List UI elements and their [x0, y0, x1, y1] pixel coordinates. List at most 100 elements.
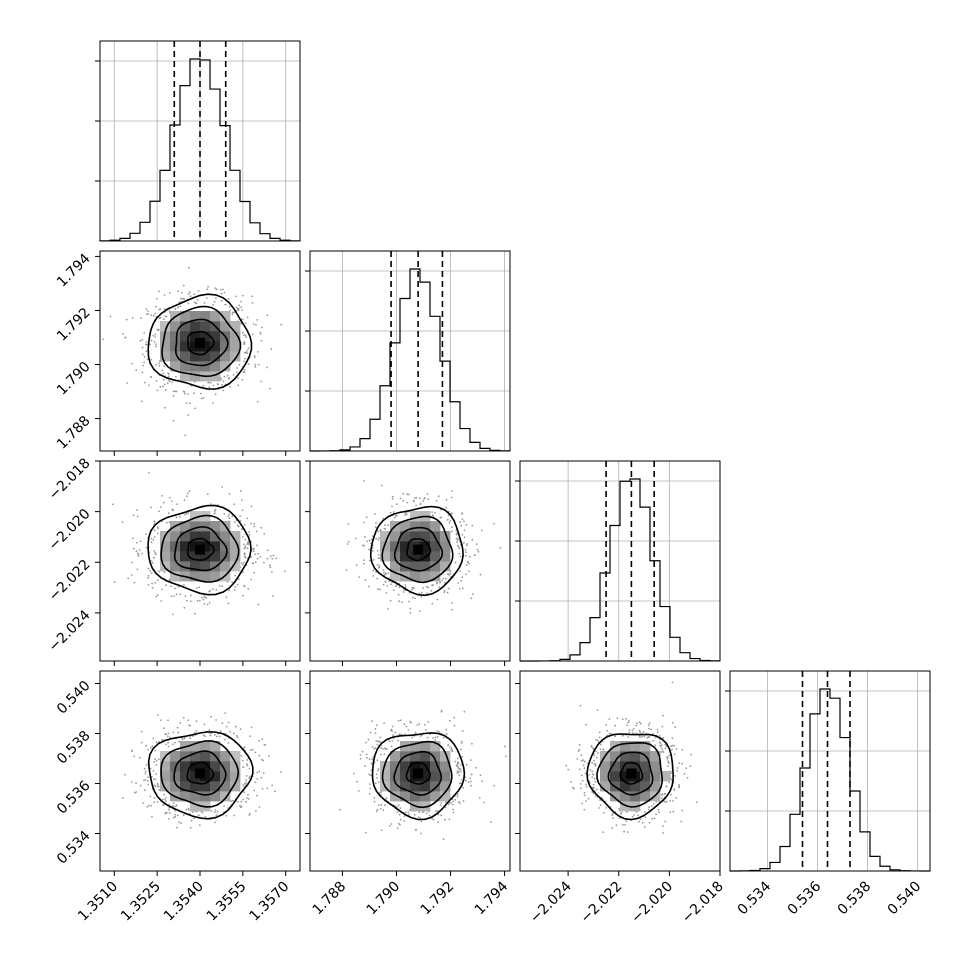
scatter-point	[209, 734, 212, 737]
scatter-point	[377, 530, 380, 533]
scatter-point	[613, 735, 616, 737]
scatter-point	[140, 730, 143, 733]
scatter-point	[370, 538, 373, 541]
scatter-point	[189, 295, 192, 298]
scatter-point	[436, 735, 439, 738]
density-cell	[630, 791, 641, 802]
scatter-point	[184, 595, 187, 598]
scatter-point	[235, 295, 238, 298]
scatter-point	[150, 560, 153, 562]
scatter-point	[463, 520, 465, 523]
scatter-point	[145, 533, 147, 535]
scatter-point	[376, 724, 378, 727]
scatter-point	[667, 760, 669, 762]
scatter-point	[393, 516, 396, 519]
scatter-point	[481, 780, 484, 783]
scatter-point	[461, 742, 463, 744]
scatter-point	[662, 714, 664, 717]
density-cell	[190, 511, 201, 522]
scatter-point	[157, 714, 159, 716]
scatter-point	[214, 393, 217, 396]
scatter-point	[469, 759, 472, 761]
scatter-point	[231, 313, 234, 316]
scatter-point	[147, 310, 150, 312]
scatter-point	[653, 803, 655, 805]
scatter-point	[170, 585, 172, 587]
scatter-point	[661, 748, 663, 751]
scatter-point	[425, 585, 428, 588]
scatter-point	[209, 732, 211, 735]
scatter-point	[256, 778, 259, 780]
density-cell	[440, 531, 451, 542]
scatter-point	[225, 725, 228, 728]
scatter-point	[242, 798, 245, 801]
density-cell	[380, 551, 391, 562]
scatter-point	[113, 581, 116, 583]
scatter-point	[415, 496, 418, 499]
contour-line	[186, 761, 215, 785]
scatter-point	[245, 800, 248, 803]
scatter-point	[426, 493, 429, 495]
scatter-point	[263, 561, 265, 564]
scatter-point	[161, 495, 163, 497]
scatter-point	[377, 539, 380, 541]
scatter-point	[145, 308, 148, 311]
scatter-point	[275, 557, 278, 560]
scatter-point	[470, 773, 473, 776]
density-cell	[640, 771, 651, 782]
scatter-point	[408, 813, 410, 816]
scatter-point	[435, 500, 438, 502]
scatter-point	[246, 517, 249, 520]
scatter-point	[661, 725, 664, 728]
scatter-point	[223, 805, 225, 807]
scatter-point	[165, 315, 168, 318]
scatter-point	[420, 832, 422, 835]
scatter-point	[150, 572, 153, 574]
scatter-point	[195, 730, 198, 732]
scatter-point	[249, 775, 251, 778]
density-cell	[430, 741, 441, 752]
scatter-point	[163, 318, 165, 321]
contour-line	[393, 750, 443, 796]
scatter-point	[431, 514, 434, 517]
scatter-point	[151, 745, 154, 748]
scatter-point	[579, 783, 582, 785]
scatter-point	[251, 295, 253, 298]
density-cell	[420, 571, 431, 582]
scatter-point	[420, 591, 423, 594]
scatter-point	[651, 805, 653, 808]
y-tick-label: 0.538	[54, 728, 94, 768]
scatter-point	[207, 285, 210, 288]
scatter-point	[256, 771, 259, 774]
scatter-point	[229, 731, 231, 733]
scatter-point	[172, 802, 175, 804]
scatter-point	[456, 793, 459, 796]
scatter-point	[176, 726, 179, 729]
scatter-point	[243, 746, 246, 749]
contour-line	[161, 305, 242, 378]
scatter-point	[453, 724, 456, 727]
scatter-point	[594, 763, 597, 765]
scatter-point	[391, 740, 394, 742]
scatter-point	[143, 361, 146, 364]
scatter-point	[670, 772, 673, 774]
scatter-point	[399, 818, 402, 821]
scatter-point	[248, 777, 251, 780]
scatter-point	[202, 598, 205, 601]
scatter-point	[398, 813, 401, 816]
scatter-point	[448, 818, 451, 821]
scatter-point	[202, 734, 205, 737]
density-cell	[650, 771, 661, 782]
scatter-point	[695, 801, 698, 804]
scatter-point	[245, 556, 247, 559]
scatter-point	[167, 375, 170, 378]
scatter-point	[673, 744, 676, 747]
scatter-point	[239, 515, 242, 517]
scatter-point	[408, 600, 410, 603]
density-cell	[420, 751, 431, 762]
scatter-point	[176, 503, 179, 505]
density-cell	[180, 791, 191, 802]
scatter-point	[155, 305, 157, 308]
scatter-point	[242, 784, 245, 786]
density-cell	[180, 351, 191, 362]
